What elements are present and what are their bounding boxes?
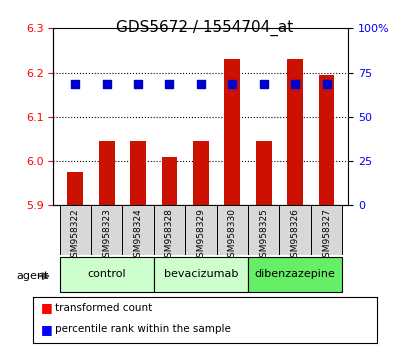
Bar — [193, 141, 208, 205]
Text: GDS5672 / 1554704_at: GDS5672 / 1554704_at — [116, 19, 293, 36]
Bar — [318, 75, 334, 205]
FancyBboxPatch shape — [59, 257, 153, 292]
Point — [103, 81, 110, 86]
Text: GSM958330: GSM958330 — [227, 208, 236, 263]
Text: GSM958323: GSM958323 — [102, 208, 111, 263]
Text: GSM958324: GSM958324 — [133, 208, 142, 263]
Bar — [99, 141, 114, 205]
FancyBboxPatch shape — [247, 205, 279, 255]
Text: bevacizumab: bevacizumab — [163, 269, 238, 279]
Text: transformed count: transformed count — [55, 303, 152, 313]
FancyBboxPatch shape — [247, 257, 342, 292]
Point — [229, 81, 235, 86]
Point — [260, 81, 266, 86]
FancyBboxPatch shape — [185, 205, 216, 255]
Bar — [130, 141, 146, 205]
FancyBboxPatch shape — [279, 205, 310, 255]
Bar — [255, 141, 271, 205]
FancyBboxPatch shape — [153, 205, 185, 255]
Text: ■: ■ — [41, 302, 53, 314]
Point — [322, 81, 329, 86]
Point — [72, 81, 79, 86]
FancyBboxPatch shape — [91, 205, 122, 255]
FancyBboxPatch shape — [59, 205, 91, 255]
Text: percentile rank within the sample: percentile rank within the sample — [55, 324, 231, 334]
Bar — [287, 59, 302, 205]
FancyBboxPatch shape — [216, 205, 247, 255]
Text: GSM958322: GSM958322 — [71, 208, 80, 263]
FancyBboxPatch shape — [122, 205, 153, 255]
Point — [166, 81, 172, 86]
Text: control: control — [87, 269, 126, 279]
Point — [291, 81, 298, 86]
Text: GSM958327: GSM958327 — [321, 208, 330, 263]
FancyBboxPatch shape — [153, 257, 247, 292]
Point — [197, 81, 204, 86]
Text: dibenzazepine: dibenzazepine — [254, 269, 335, 279]
Text: GSM958329: GSM958329 — [196, 208, 205, 263]
Bar — [67, 172, 83, 205]
Text: agent: agent — [16, 271, 49, 281]
Bar — [224, 59, 240, 205]
Text: GSM958328: GSM958328 — [164, 208, 173, 263]
Text: ■: ■ — [41, 323, 53, 336]
FancyBboxPatch shape — [310, 205, 342, 255]
Text: GSM958325: GSM958325 — [258, 208, 267, 263]
Point — [135, 81, 141, 86]
Text: GSM958326: GSM958326 — [290, 208, 299, 263]
Bar — [161, 156, 177, 205]
